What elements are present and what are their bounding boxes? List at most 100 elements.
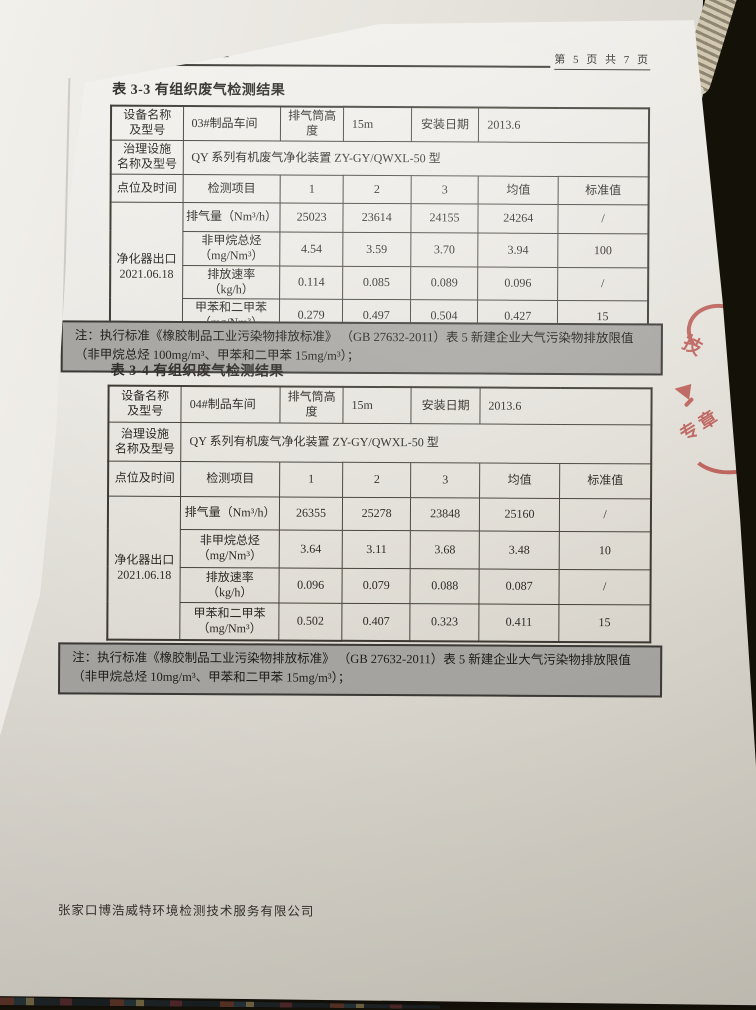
value-cell: 0.096 [279,567,342,602]
value-cell: 3.64 [279,529,342,567]
table-3-4-note: 注：执行标准《橡胶制品工业污染物排放标准》 （GB 27632-2011）表 5… [58,642,662,697]
table-row: 设备名称 及型号 03#制品车间 排气筒高度 15m 安装日期 2013.6 [111,106,649,143]
avg-cell: 3.94 [478,233,558,267]
item-line1: 排放速率 [184,569,276,584]
item-cell: 排放速率 （kg/h） [180,567,279,603]
run-header-cell: 3 [411,462,480,497]
run-header-cell: 3 [411,175,479,203]
header-rule [129,64,550,68]
table-row: 排放速率 （kg/h） 0.114 0.085 0.089 0.096 / [110,265,648,301]
facility-label-line2: 名称及型号 [112,441,177,456]
std-cell: 100 [558,233,649,267]
table-row: 治理设施 名称及型号 QY 系列有机废气净化装置 ZY-GY/QWXL-50 型 [108,422,651,464]
device-label-cell: 设备名称 及型号 [108,386,181,422]
item-label-cell: 检测项目 [183,174,281,203]
point-label-cell: 点位及时间 [108,461,181,496]
point-line1: 净化器出口 [114,251,179,266]
item-line1: 甲苯和二甲苯 [184,606,276,621]
device-label-cell: 设备名称 及型号 [111,106,183,140]
item-cell: 排放速率 （kg/h） [182,265,280,299]
table-3-3-title: 表 3-3 有组织废气检测结果 [112,79,285,100]
device-value-cell: 03#制品车间 [183,106,281,141]
run-header-cell: 1 [280,461,343,496]
table-row: 甲苯和二甲苯 （mg/Nm³） 0.502 0.407 0.323 0.411 … [107,602,650,643]
device-value-cell: 04#制品车间 [181,386,280,423]
value-cell: 0.089 [410,266,478,299]
std-cell: / [558,267,649,300]
item-line2: （mg/Nm³） [184,621,276,636]
value-cell: 0.079 [342,568,411,603]
run-header-cell: 2 [343,462,412,497]
page-indicator: 第 5 页 共 7 页 [554,51,650,71]
table-row: 排放速率 （kg/h） 0.096 0.079 0.088 0.087 / [107,567,650,605]
device-label-line1: 设备名称 [115,108,180,123]
item-line2: （kg/h） [186,281,277,296]
point-line1: 净化器出口 [112,552,177,567]
table-row: 非甲烷总烃 （mg/Nm³） 3.64 3.11 3.68 3.48 10 [108,529,651,570]
std-cell: / [558,204,649,233]
value-cell: 0.323 [410,603,479,641]
stack-height-value-cell: 15m [343,107,411,141]
install-date-label-cell: 安装日期 [411,387,480,423]
point-value-cell: 净化器出口 2021.06.18 [110,202,183,332]
run-header-cell: 1 [281,174,344,202]
std-cell: / [560,498,651,531]
device-label-line2: 及型号 [112,404,177,419]
table-row: 设备名称 及型号 04#制品车间 排气筒高度 15m 安装日期 2013.6 [108,386,651,425]
install-date-label-cell: 安装日期 [411,107,479,141]
red-seal-stamp: 技 专章 [654,302,756,473]
std-header-cell: 标准值 [560,463,651,498]
note-line2: （非甲烷总烃 10mg/m³、甲苯和二甲苯 15mg/m³）； [72,668,650,690]
item-cell: 甲苯和二甲苯 （mg/Nm³） [180,602,279,641]
avg-cell: 0.096 [478,267,558,300]
value-cell: 0.085 [342,266,410,299]
install-date-value-cell: 2013.6 [479,108,649,143]
table-row: 非甲烷总烃 （mg/Nm³） 4.54 3.59 3.70 3.94 100 [110,231,648,268]
value-cell: 3.59 [343,232,411,266]
point-label-cell: 点位及时间 [111,174,183,202]
item-line1: 排气量（Nm³/h） [184,505,276,520]
facility-label-cell: 治理设施 名称及型号 [108,422,181,461]
value-cell: 26355 [279,496,342,529]
facility-value-cell: QY 系列有机废气净化装置 ZY-GY/QWXL-50 型 [183,140,649,176]
std-cell: / [559,569,650,604]
table-row: 点位及时间 检测项目 1 2 3 均值 标准值 [108,461,651,499]
std-cell: 10 [559,531,650,569]
value-cell: 24155 [411,203,479,232]
facility-label-line2: 名称及型号 [115,157,180,172]
value-cell: 0.114 [280,265,343,298]
facility-label-line1: 治理设施 [115,142,180,157]
table-row: 点位及时间 检测项目 1 2 3 均值 标准值 [111,174,649,205]
item-line1: 排放速率 [186,266,277,281]
table-row: 净化器出口 2021.06.18 排气量（Nm³/h） 25023 23614 … [110,202,648,234]
facility-label-cell: 治理设施 名称及型号 [111,140,183,174]
std-header-cell: 标准值 [558,176,649,204]
avg-cell: 3.48 [479,531,560,569]
value-cell: 0.088 [410,568,479,603]
point-line2: 2021.06.18 [112,567,177,582]
item-line1: 非甲烷总烃 [184,533,276,548]
table-3-3: 设备名称 及型号 03#制品车间 排气筒高度 15m 安装日期 2013.6 治… [109,105,650,335]
item-line2: （kg/h） [184,584,276,599]
item-cell: 排气量（Nm³/h） [183,202,281,232]
value-cell: 3.68 [411,530,480,568]
device-label-line1: 设备名称 [113,389,178,404]
avg-header-cell: 均值 [479,176,559,204]
item-cell: 非甲烷总烃 （mg/Nm³） [182,231,280,266]
item-line2: （mg/Nm³） [184,548,276,563]
value-cell: 23614 [343,203,411,232]
item-cell: 排气量（Nm³/h） [181,496,280,530]
item-line1: 排气量（Nm³/h） [186,209,277,224]
stack-height-label-cell: 排气筒高度 [281,106,344,140]
table-3-4-title: 表 3-4 有组织废气检测结果 [111,360,284,381]
value-cell: 3.11 [342,530,411,568]
table-row: 净化器出口 2021.06.18 排气量（Nm³/h） 26355 25278 … [108,496,651,532]
value-cell: 0.502 [279,602,342,640]
item-cell: 非甲烷总烃 （mg/Nm³） [180,529,279,568]
device-label-line2: 及型号 [115,123,180,138]
item-line2: （mg/Nm³） [186,248,277,263]
avg-cell: 24264 [478,204,558,233]
table-3-4: 设备名称 及型号 04#制品车间 排气筒高度 15m 安装日期 2013.6 治… [106,385,652,644]
